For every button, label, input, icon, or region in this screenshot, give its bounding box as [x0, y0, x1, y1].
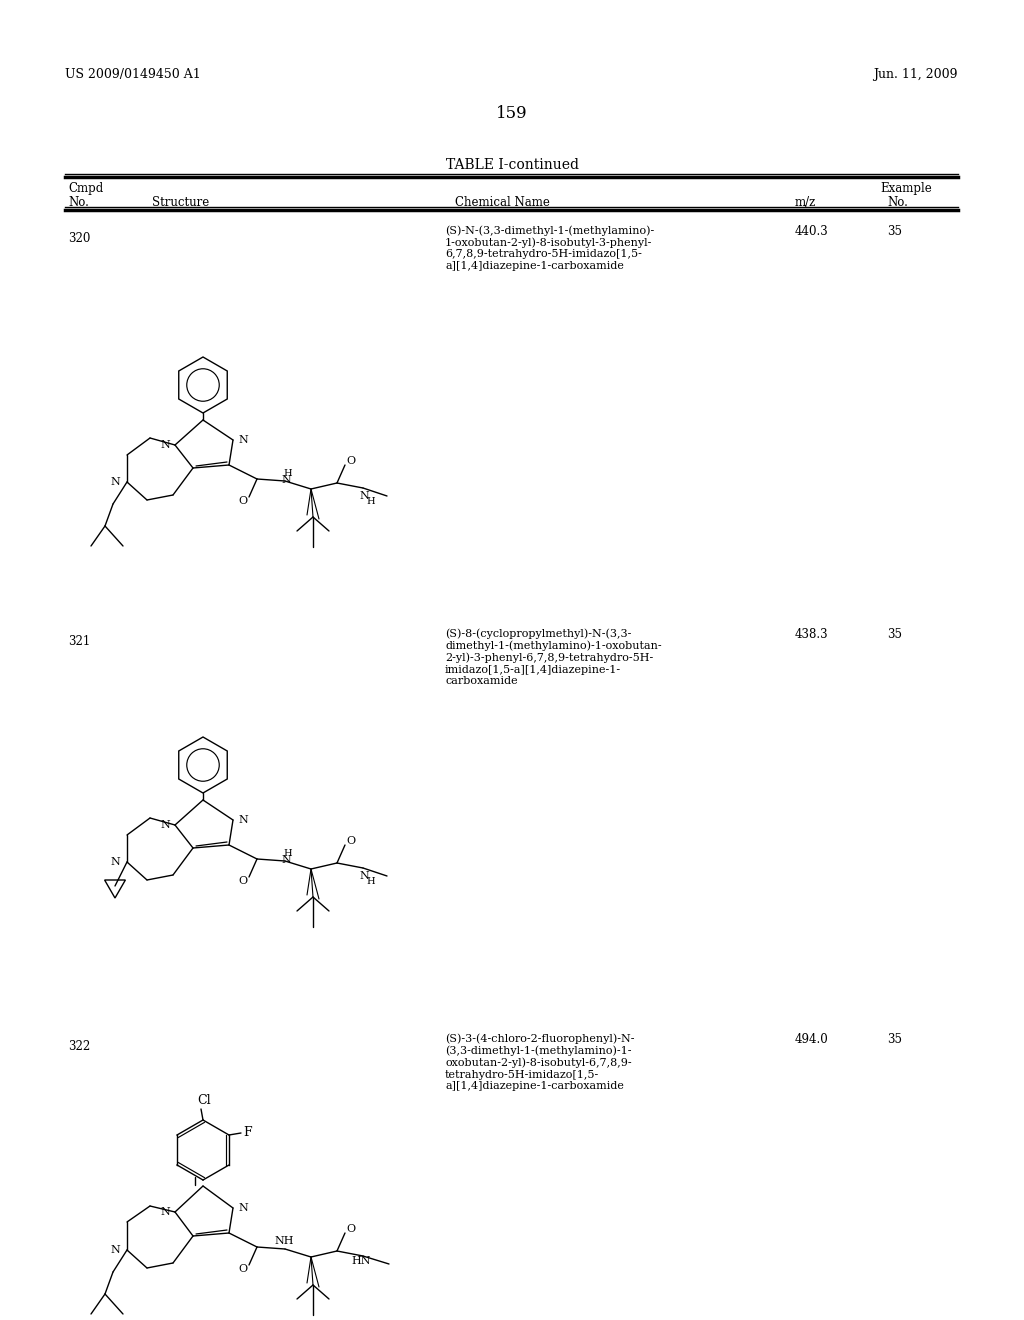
Text: N: N — [282, 855, 291, 865]
Text: Chemical Name: Chemical Name — [455, 195, 550, 209]
Text: 35: 35 — [887, 1034, 902, 1045]
Text: (S)-3-(4-chloro-2-fluorophenyl)-N-
(3,3-dimethyl-1-(methylamino)-1-
oxobutan-2-y: (S)-3-(4-chloro-2-fluorophenyl)-N- (3,3-… — [445, 1034, 635, 1092]
Text: (S)-8-(cyclopropylmethyl)-N-(3,3-
dimethyl-1-(methylamino)-1-oxobutan-
2-yl)-3-p: (S)-8-(cyclopropylmethyl)-N-(3,3- dimeth… — [445, 628, 662, 686]
Text: H: H — [367, 878, 376, 887]
Text: O: O — [239, 496, 248, 506]
Text: (S)-N-(3,3-dimethyl-1-(methylamino)-
1-oxobutan-2-yl)-8-isobutyl-3-phenyl-
6,7,8: (S)-N-(3,3-dimethyl-1-(methylamino)- 1-o… — [445, 224, 654, 271]
Text: 159: 159 — [497, 106, 527, 121]
Text: H: H — [284, 469, 292, 478]
Text: O: O — [239, 876, 248, 886]
Text: 440.3: 440.3 — [795, 224, 828, 238]
Text: Structure: Structure — [152, 195, 209, 209]
Text: N: N — [238, 814, 248, 825]
Text: N: N — [160, 1206, 170, 1217]
Text: N: N — [238, 436, 248, 445]
Text: 320: 320 — [68, 232, 90, 246]
Text: 322: 322 — [68, 1040, 90, 1053]
Text: N: N — [111, 1245, 120, 1255]
Text: No.: No. — [68, 195, 89, 209]
Text: 494.0: 494.0 — [795, 1034, 828, 1045]
Text: N: N — [160, 820, 170, 830]
Text: TABLE I-continued: TABLE I-continued — [445, 158, 579, 172]
Text: Cmpd: Cmpd — [68, 182, 103, 195]
Text: N: N — [282, 475, 291, 484]
Text: HN: HN — [351, 1257, 371, 1266]
Text: Jun. 11, 2009: Jun. 11, 2009 — [873, 69, 958, 81]
Text: NH: NH — [274, 1236, 294, 1246]
Text: Cl: Cl — [198, 1094, 211, 1107]
Text: 35: 35 — [887, 628, 902, 642]
Text: H: H — [367, 498, 376, 507]
Text: No.: No. — [887, 195, 908, 209]
Text: US 2009/0149450 A1: US 2009/0149450 A1 — [65, 69, 201, 81]
Text: 35: 35 — [887, 224, 902, 238]
Text: Example: Example — [880, 182, 932, 195]
Text: F: F — [244, 1126, 252, 1139]
Text: O: O — [346, 836, 355, 846]
Text: N: N — [359, 491, 369, 502]
Text: N: N — [160, 440, 170, 450]
Text: O: O — [346, 1224, 355, 1234]
Text: m/z: m/z — [795, 195, 816, 209]
Text: O: O — [239, 1265, 248, 1274]
Text: N: N — [238, 1203, 248, 1213]
Text: 438.3: 438.3 — [795, 628, 828, 642]
Text: H: H — [284, 849, 292, 858]
Text: N: N — [359, 871, 369, 880]
Text: N: N — [111, 477, 120, 487]
Text: N: N — [111, 857, 120, 867]
Text: 321: 321 — [68, 635, 90, 648]
Text: O: O — [346, 455, 355, 466]
